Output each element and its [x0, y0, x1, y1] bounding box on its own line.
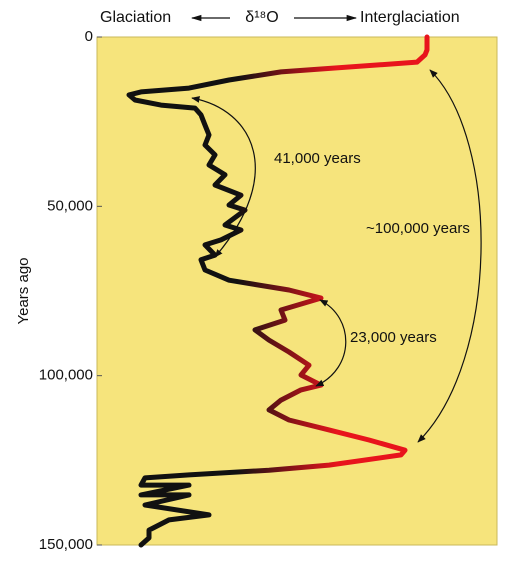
- data-line: [126, 34, 430, 548]
- annotation: ~100,000 years: [366, 220, 470, 237]
- y-tick-label: 150,000: [39, 536, 93, 553]
- annotation-arrow: [191, 96, 256, 258]
- annotation-arrow: [315, 299, 347, 387]
- y-tick-label: 100,000: [39, 367, 93, 384]
- y-axis-label: Years ago: [15, 257, 32, 324]
- x-label-left: Glaciation: [100, 9, 171, 26]
- x-label: δ¹⁸O: [245, 9, 278, 26]
- annotation: 23,000 years: [350, 329, 437, 346]
- annotation: 41,000 years: [274, 150, 361, 167]
- y-tick-label: 50,000: [47, 197, 93, 214]
- annotation-arrow: [417, 69, 482, 443]
- y-tick-label: 0: [85, 28, 93, 45]
- x-label-right: Interglaciation: [360, 9, 460, 26]
